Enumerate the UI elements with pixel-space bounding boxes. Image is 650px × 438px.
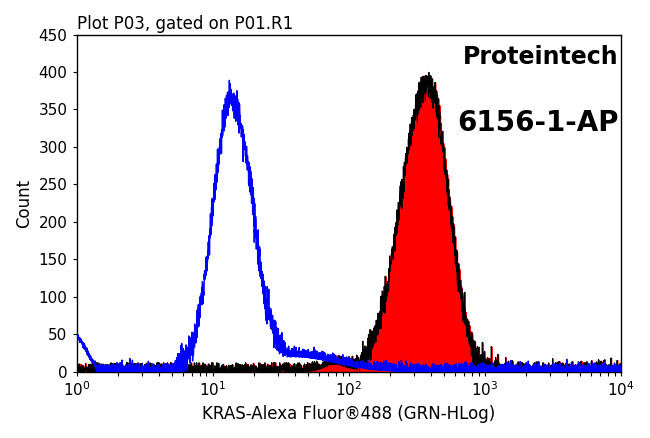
Y-axis label: Count: Count bbox=[15, 179, 33, 228]
Text: Plot P03, gated on P01.R1: Plot P03, gated on P01.R1 bbox=[77, 15, 293, 33]
X-axis label: KRAS-Alexa Fluor®488 (GRN-HLog): KRAS-Alexa Fluor®488 (GRN-HLog) bbox=[202, 405, 495, 423]
Text: Proteintech: Proteintech bbox=[463, 45, 618, 69]
Text: 6156-1-AP: 6156-1-AP bbox=[457, 109, 618, 137]
